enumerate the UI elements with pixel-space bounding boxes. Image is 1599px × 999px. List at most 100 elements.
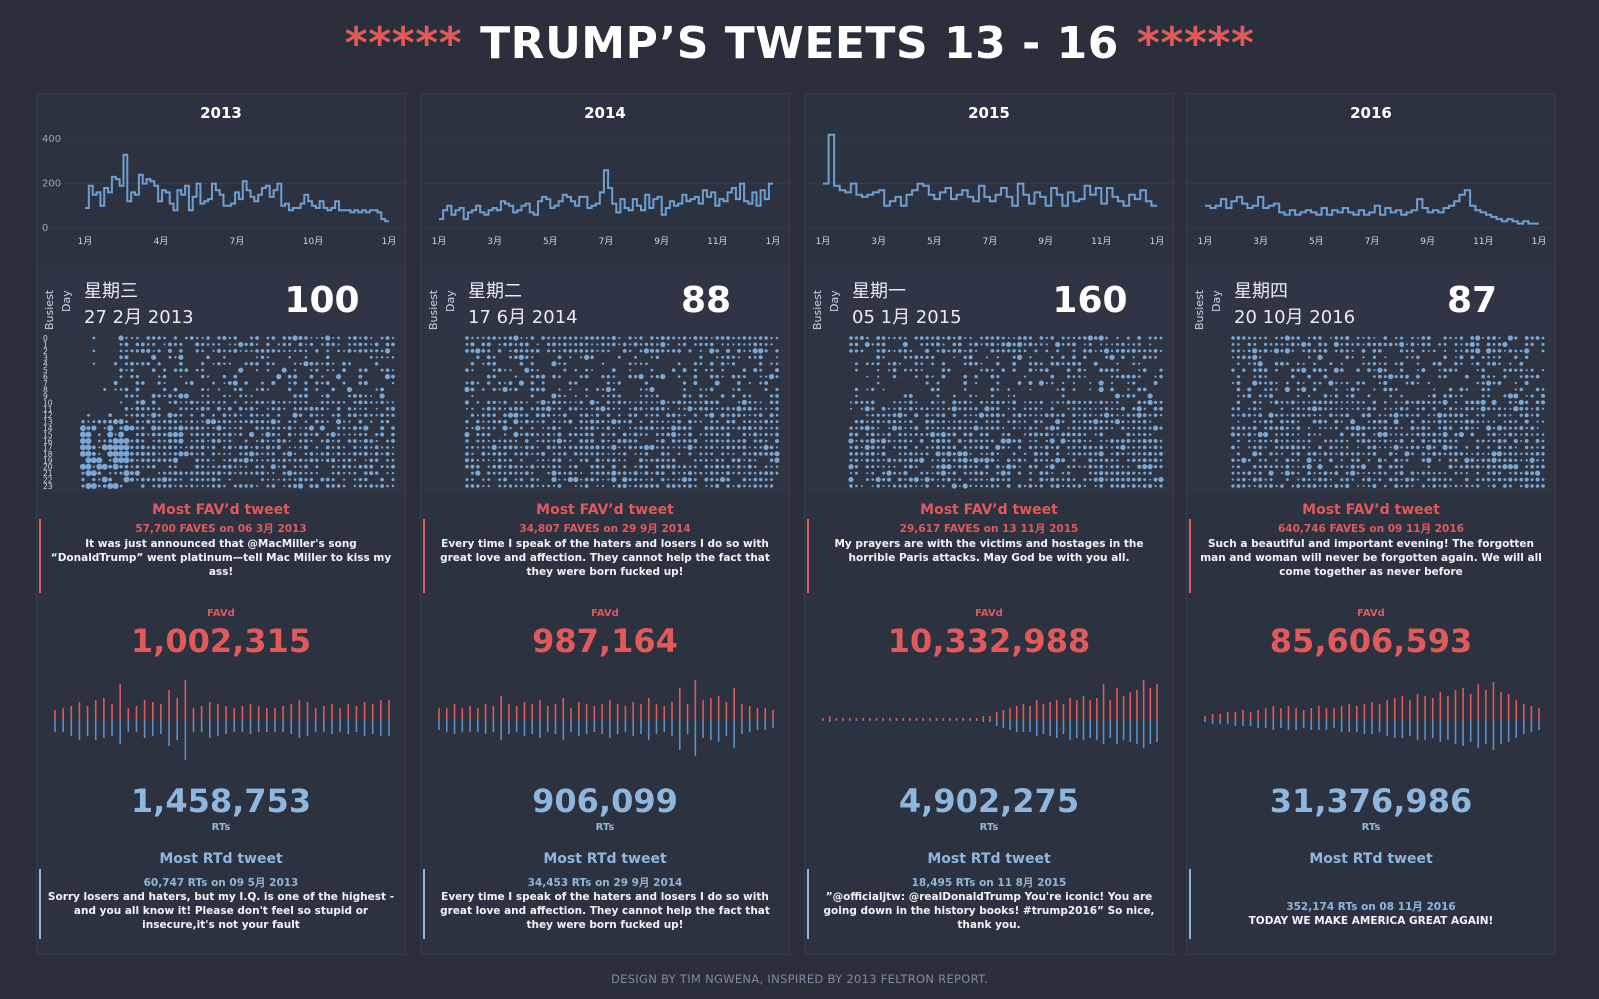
hour-dot: [1458, 431, 1465, 438]
hour-dot: [1285, 381, 1289, 385]
hour-dot: [941, 458, 946, 463]
hour-dot: [612, 342, 616, 347]
hour-dot: [1329, 439, 1333, 443]
hour-dot: [682, 465, 687, 469]
hour-dot: [765, 407, 768, 410]
hour-dot: [97, 484, 101, 488]
hour-dot: [876, 349, 880, 353]
hour-dot: [1356, 471, 1360, 475]
hour-dot: [1001, 400, 1005, 404]
hour-dot: [1514, 426, 1518, 430]
hour-dot: [353, 342, 357, 346]
hour-dot: [1345, 355, 1350, 360]
hour-dot: [1149, 420, 1152, 423]
hour-dot: [611, 444, 617, 450]
hour-dot: [1508, 452, 1513, 456]
hour-dot: [963, 426, 967, 430]
hour-label: 9: [43, 392, 48, 401]
hour-dot: [753, 413, 757, 417]
hour-dot: [996, 400, 1000, 405]
hour-dot: [1427, 465, 1431, 468]
hour-dot: [584, 426, 589, 430]
hour-dot: [173, 342, 178, 347]
hour-dot: [1383, 471, 1387, 475]
hour-dot: [1136, 412, 1142, 418]
hour-dot: [1302, 407, 1305, 410]
hour-dot: [770, 478, 773, 481]
hour-dot: [726, 343, 730, 346]
rts-label: RTs: [211, 822, 231, 833]
hour-dot: [255, 465, 259, 469]
hour-dot: [1253, 439, 1256, 442]
hour-dot: [1395, 439, 1398, 443]
hour-dot: [557, 394, 561, 398]
hour-dot: [617, 394, 621, 398]
hour-dot: [189, 381, 194, 386]
hour-dot: [1060, 438, 1066, 444]
hour-dot: [123, 437, 130, 444]
hour-dot: [1508, 432, 1513, 437]
hour-dot: [622, 438, 627, 443]
hour-dot: [903, 368, 907, 372]
hour-dot: [183, 451, 189, 457]
hour-dot: [1503, 394, 1507, 398]
hour-dot: [1066, 368, 1071, 372]
hour-dot: [152, 477, 156, 482]
hour-dot: [1541, 439, 1545, 443]
hour-dot: [1280, 361, 1284, 366]
hour-dot: [321, 362, 324, 365]
hour-dot: [1291, 336, 1295, 340]
hour-dot: [374, 362, 379, 366]
hour-dot: [271, 452, 275, 456]
hour-dot: [742, 477, 747, 482]
hour-dot: [1378, 478, 1382, 482]
hour-dot: [509, 368, 512, 372]
hour-dot: [601, 478, 604, 481]
hour-dot: [1487, 433, 1490, 436]
hour-dot: [1274, 426, 1279, 430]
hour-dot: [332, 369, 335, 372]
hour-dot: [634, 401, 637, 404]
hour-dot: [871, 426, 875, 430]
hour-dot: [1055, 419, 1061, 425]
hour-dot: [364, 400, 368, 405]
hour-dot: [337, 439, 341, 443]
hour-dot: [374, 458, 379, 462]
hour-dot: [1514, 452, 1518, 456]
hour-dot: [768, 374, 775, 380]
hour-dot: [1291, 419, 1295, 424]
hour-dot: [742, 452, 747, 456]
hour-dot: [606, 381, 611, 385]
hour-dot: [276, 406, 281, 411]
hour-dot: [618, 459, 621, 462]
hour-dot: [81, 471, 85, 475]
hour-dot: [557, 484, 562, 488]
hour-dot: [239, 420, 243, 424]
hour-dot: [996, 459, 999, 462]
hour-dot: [102, 484, 107, 488]
hour-dot: [903, 433, 907, 437]
hour-dot: [261, 446, 264, 449]
hour-dot: [1345, 471, 1349, 475]
hour-dot: [1421, 471, 1425, 475]
hour-dot: [1285, 445, 1290, 450]
hour-dot: [1464, 419, 1469, 424]
hour-dot: [737, 426, 741, 430]
hour-dot: [606, 374, 611, 379]
hour-dot: [1410, 342, 1415, 347]
hour-dot: [721, 445, 725, 449]
hour-dot: [1308, 446, 1311, 449]
hour-dot: [699, 452, 703, 456]
hour-dot: [185, 420, 188, 423]
hour-dot: [233, 465, 237, 468]
hour-dot: [1093, 336, 1098, 340]
hour-dot: [732, 426, 735, 430]
hour-dot: [1061, 478, 1065, 481]
hour-dot: [1007, 477, 1011, 482]
hour-dot: [1044, 413, 1049, 418]
most-fav-tweet-text: My prayers are with the victims and host…: [834, 538, 1144, 564]
hour-dot: [1252, 354, 1258, 360]
hour-dot: [391, 381, 395, 385]
hour-dot: [1083, 478, 1087, 482]
hour-dot: [1356, 458, 1360, 462]
